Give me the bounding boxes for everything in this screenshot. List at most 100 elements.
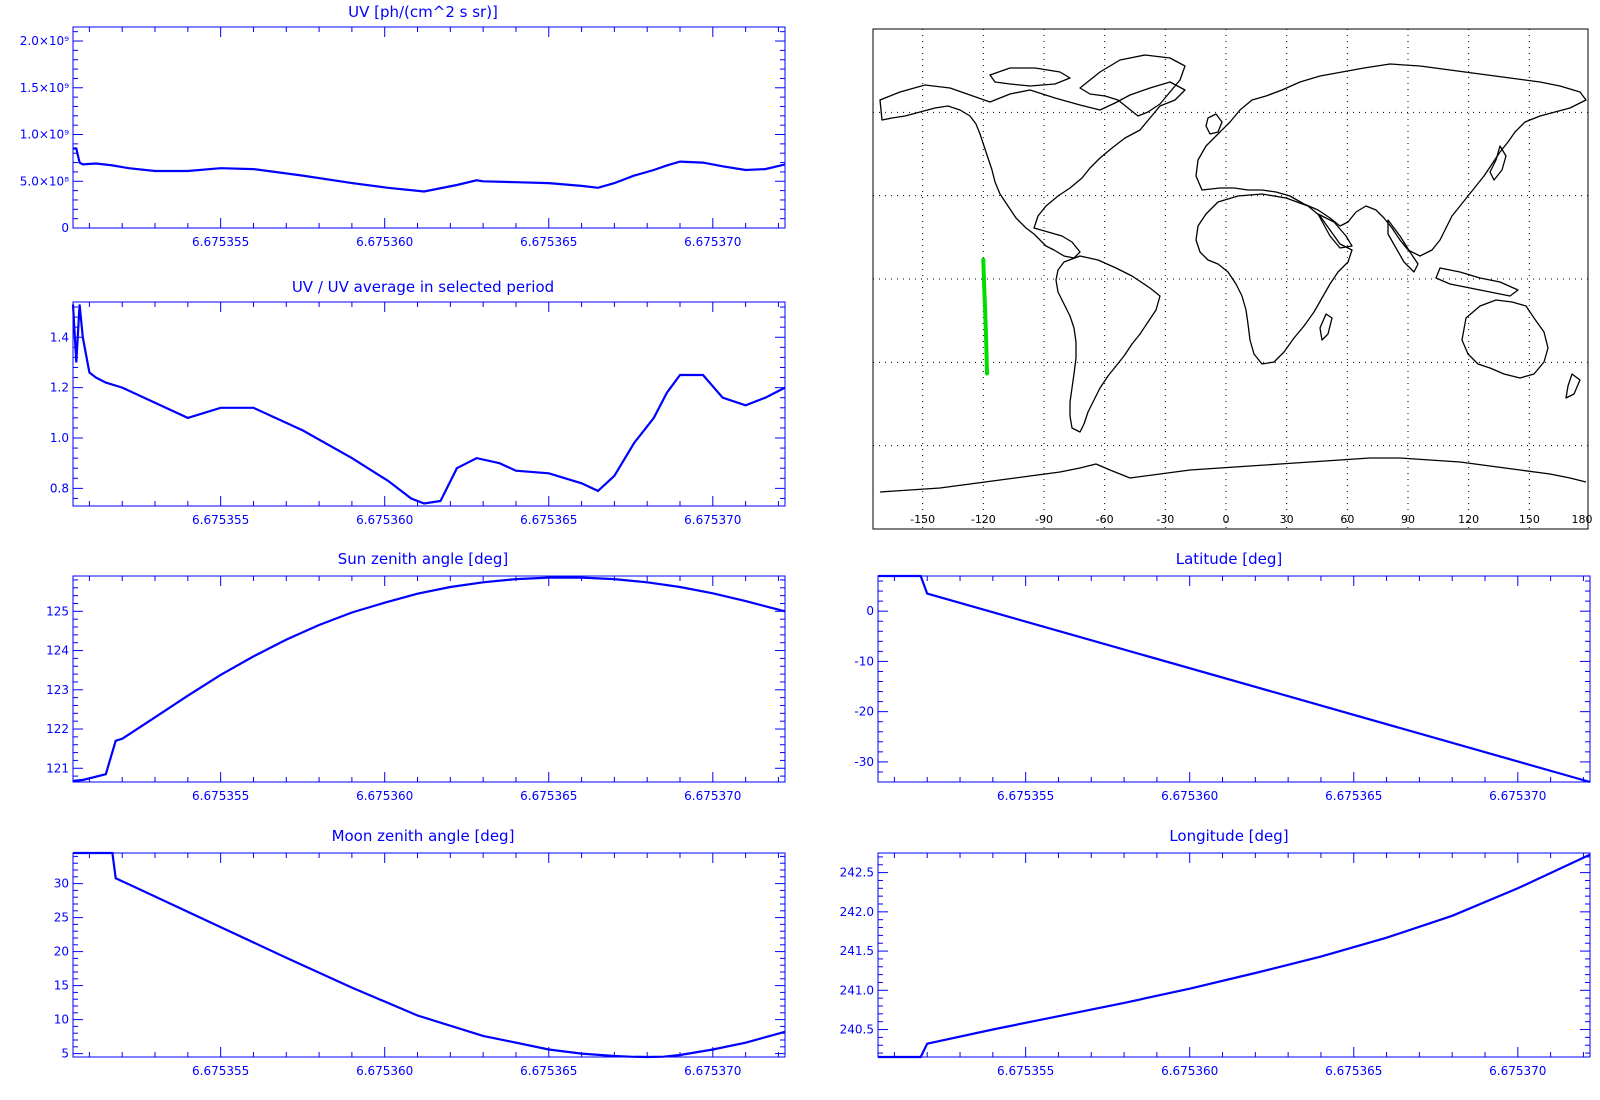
x-tick-label: 6.675355 [192,789,249,803]
coast-british-isles [1205,113,1223,135]
chart-uv: UV [ph/(cm^2 s sr)] 6.675355 6.675360 6.67… [20,3,786,249]
x-tick-label: 6.675360 [1161,789,1218,803]
chart-uv-frame [72,26,786,229]
coast-eurasia [1195,63,1587,257]
world-map: -150 -120 -90 -60 -30 0 30 60 90 120 150 180 [872,28,1593,530]
coast-africa [1195,193,1353,365]
y-tick-label: 240.5 [840,1023,874,1037]
x-tick-label: 6.675355 [192,1064,249,1078]
y-tick-label: 1.4 [50,330,69,344]
chart-moon-zenith: Moon zenith angle [deg] 6.675355 6.675360… [54,827,786,1078]
x-tick-label: 6.675355 [997,1064,1054,1078]
chart-latitude-line [878,574,1591,784]
coast-australia [1461,299,1549,379]
chart-latitude: Latitude [deg] 6.675355 6.675360 6.675365 6… [854,550,1591,803]
x-tick-label: 6.675370 [684,789,741,803]
x-tick-label: 6.675355 [192,235,249,249]
coast-se-asia [1435,267,1519,297]
coast-greenland [1079,54,1186,117]
y-tick-label: 1.0×10⁹ [20,128,69,142]
map-x-tick-label: 90 [1401,513,1415,526]
x-tick-label: 6.675370 [1489,1064,1546,1078]
coast-north-america [879,81,1186,259]
coast-madagascar [1319,313,1333,341]
y-tick-label: 1.2 [50,381,69,395]
chart-latitude-title: Latitude [deg] [1176,550,1282,568]
map-x-tick-label: -30 [1156,513,1174,526]
chart-latitude-frame [877,575,1591,783]
map-x-tick-label: -120 [971,513,996,526]
y-tick-label: 241.0 [840,983,874,997]
chart-uv-ratio: UV / UV average in selected period 6.675… [50,278,786,527]
map-x-tick-label: 180 [1572,513,1593,526]
x-tick-label: 6.675365 [520,235,577,249]
coast-south-america [1055,255,1161,433]
y-tick-label: 1.0 [50,431,69,445]
y-tick-label: 0.8 [50,481,69,495]
world-map-xticks: -150 -120 -90 -60 -30 0 30 60 90 120 150 180 [910,513,1592,526]
chart-uv-ratio-title: UV / UV average in selected period [292,278,554,296]
y-tick-label: 5 [61,1047,69,1061]
coast-antarctica [879,457,1587,493]
chart-sun-zenith-frame [72,575,786,783]
map-x-tick-label: 150 [1519,513,1540,526]
y-tick-label: -10 [854,654,874,668]
coast-japan [1489,145,1507,181]
y-tick-label: 10 [54,1013,69,1027]
chart-moon-zenith-title: Moon zenith angle [deg] [332,827,515,845]
coast-arctic-islands [989,67,1071,87]
chart-moon-zenith-frame [72,852,786,1058]
chart-moon-zenith-line [73,851,786,1059]
x-tick-label: 6.675360 [356,1064,413,1078]
coast-arabia-india [1317,213,1419,273]
chart-uv-ratio-frame [72,301,786,507]
x-tick-label: 6.675370 [684,513,741,527]
y-tick-label: 0 [61,221,69,235]
x-tick-label: 6.675360 [1161,1064,1218,1078]
world-map-coastlines [879,54,1587,493]
x-tick-label: 6.675365 [520,513,577,527]
y-tick-label: -30 [854,755,874,769]
map-x-tick-label: 30 [1280,513,1294,526]
y-tick-label: 25 [54,911,69,925]
y-tick-label: 123 [46,683,69,697]
map-x-tick-label: -150 [910,513,935,526]
y-tick-label: 121 [46,761,69,775]
y-tick-label: 241.5 [840,944,874,958]
map-x-tick-label: -60 [1096,513,1114,526]
chart-uv-line [73,147,786,193]
x-tick-label: 6.675360 [356,513,413,527]
chart-sun-zenith-line [72,576,786,782]
map-x-tick-label: 0 [1223,513,1230,526]
y-tick-label: 124 [46,644,69,658]
y-tick-label: 20 [54,945,69,959]
x-tick-label: 6.675365 [520,789,577,803]
chart-longitude-frame [877,852,1591,1058]
y-tick-label: 15 [54,979,69,993]
y-tick-label: 242.5 [840,866,874,880]
coast-new-zealand [1565,373,1581,399]
chart-longitude-title: Longitude [deg] [1169,827,1288,845]
chart-uv-ratio-line [71,304,786,505]
chart-uv-title: UV [ph/(cm^2 s sr)] [348,3,498,21]
x-tick-label: 6.675355 [997,789,1054,803]
map-x-tick-label: 120 [1458,513,1479,526]
x-tick-label: 6.675370 [1489,789,1546,803]
x-tick-label: 6.675365 [1325,1064,1382,1078]
map-x-tick-label: 60 [1340,513,1354,526]
map-x-tick-label: -90 [1035,513,1053,526]
y-tick-label: 0 [866,604,874,618]
chart-sun-zenith: Sun zenith angle [deg] 6.675355 6.675360 6… [46,550,786,803]
satellite-track [981,257,989,376]
x-tick-label: 6.675360 [356,789,413,803]
x-tick-label: 6.675365 [1325,789,1382,803]
y-tick-label: 5.0×10⁸ [20,174,69,188]
x-tick-label: 6.675370 [684,235,741,249]
x-tick-label: 6.675365 [520,1064,577,1078]
y-tick-label: 2.0×10⁹ [20,34,69,48]
y-tick-label: -20 [854,705,874,719]
chart-longitude: Longitude [deg] 6.675355 6.675360 6.675365… [840,827,1591,1078]
world-map-frame [872,28,1589,530]
y-tick-label: 125 [46,604,69,618]
